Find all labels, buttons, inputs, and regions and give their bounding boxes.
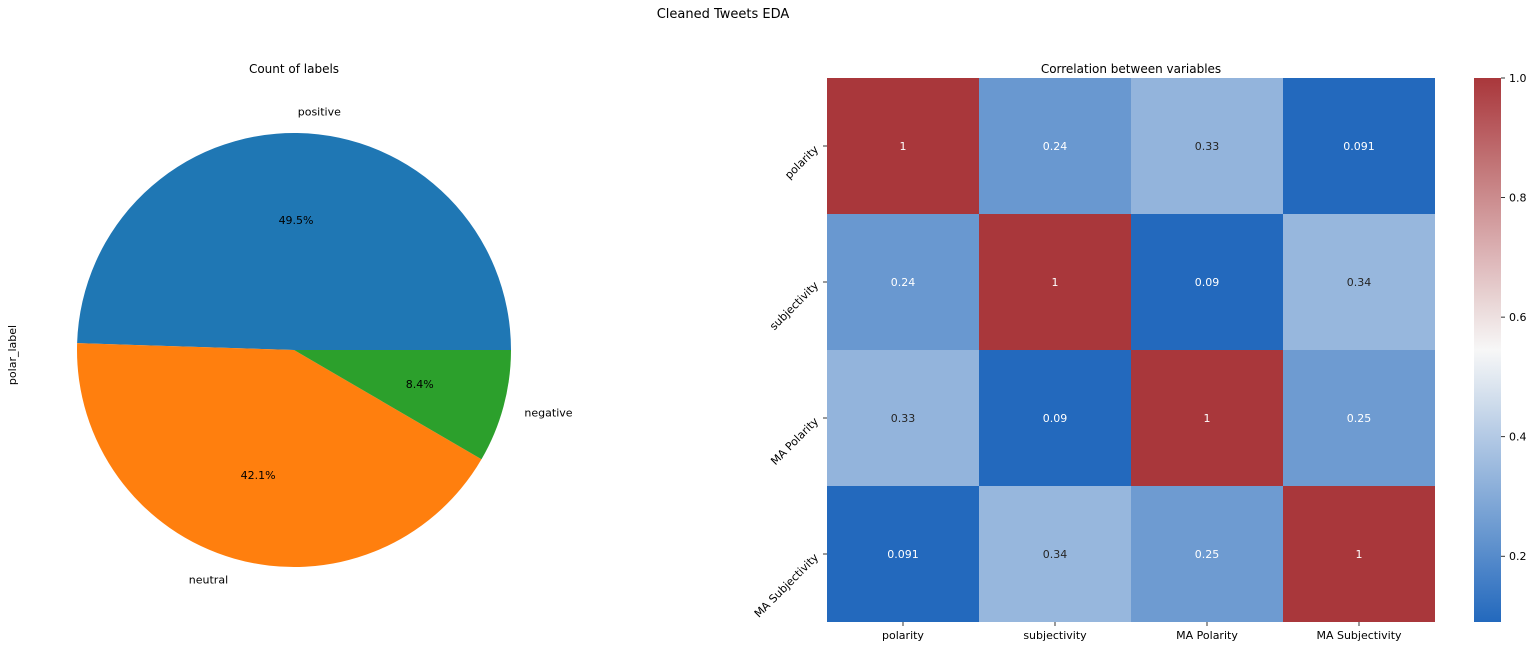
heatmap-xtick-ma-polarity: MA Polarity — [1176, 629, 1238, 642]
heatmap-annot-1-3: 0.34 — [1347, 276, 1372, 289]
pie-slice-neutral — [77, 343, 482, 567]
pie-ylabel: polar_label — [6, 325, 19, 385]
heatmap-cell-2-2 — [1131, 350, 1283, 486]
heatmap-ytick-ma-polarity: MA Polarity — [768, 415, 821, 468]
heatmap-cell-3-3 — [1283, 486, 1435, 622]
figure-suptitle: Cleaned Tweets EDA — [657, 7, 790, 22]
heatmap-annot-0-2: 0.33 — [1195, 140, 1220, 153]
heatmap-cell-0-0 — [827, 78, 979, 214]
heatmap-cell-1-2 — [1131, 214, 1283, 350]
heatmap-cell-1-3 — [1283, 214, 1435, 350]
heatmap-annot-2-0: 0.33 — [891, 412, 916, 425]
colorbar-tick-label: 0.2 — [1509, 550, 1527, 563]
colorbar-tick-label: 0.4 — [1509, 431, 1527, 444]
pie-label-positive: positive — [298, 105, 341, 118]
heatmap-cell-0-2 — [1131, 78, 1283, 214]
heatmap-chart: Correlation between variables 1 0.24 0.33 0… — [752, 62, 1527, 642]
heatmap-annot-3-1: 0.34 — [1043, 548, 1068, 561]
heatmap-ytick-ma-subjectivity: MA Subjectivity — [752, 551, 822, 621]
heatmap-annot-2-1: 0.09 — [1043, 412, 1068, 425]
heatmap-ytick-subjectivity: subjectivity — [767, 279, 821, 333]
heatmap-cell-2-0 — [827, 350, 979, 486]
heatmap-annot-1-1: 1 — [1052, 276, 1059, 289]
heatmap-cell-1-0 — [827, 214, 979, 350]
colorbar-tick-label: 0.8 — [1509, 192, 1527, 205]
pie-pct-negative: 8.4% — [406, 378, 434, 391]
heatmap-annot-0-3: 0.091 — [1343, 140, 1375, 153]
heatmap-annot-3-3: 1 — [1356, 548, 1363, 561]
pie-label-neutral: neutral — [189, 573, 228, 586]
colorbar-tick-label: 1.0 — [1509, 72, 1527, 85]
heatmap-cell-0-3 — [1283, 78, 1435, 214]
heatmap-annot-3-0: 0.091 — [887, 548, 919, 561]
colorbar — [1474, 78, 1501, 622]
pie-pct-positive: 49.5% — [279, 214, 314, 227]
heatmap-cell-2-1 — [979, 350, 1131, 486]
heatmap-ytick-polarity: polarity — [782, 143, 821, 182]
heatmap-title: Correlation between variables — [1041, 62, 1221, 76]
heatmap-cell-3-0 — [827, 486, 979, 622]
heatmap-annot-1-2: 0.09 — [1195, 276, 1220, 289]
heatmap-annot-3-2: 0.25 — [1195, 548, 1220, 561]
heatmap-cell-2-3 — [1283, 350, 1435, 486]
heatmap-annot-0-1: 0.24 — [1043, 140, 1068, 153]
heatmap-cell-3-2 — [1131, 486, 1283, 622]
pie-chart: Count of labels polar_label positive 49.5… — [6, 62, 573, 586]
heatmap-annot-0-0: 1 — [900, 140, 907, 153]
heatmap-xtick-ma-subjectivity: MA Subjectivity — [1316, 629, 1402, 642]
pie-label-negative: negative — [524, 406, 572, 419]
heatmap-annot-2-2: 1 — [1204, 412, 1211, 425]
heatmap-xtick-polarity: polarity — [882, 629, 924, 642]
heatmap-cell-0-1 — [979, 78, 1131, 214]
colorbar-tick-label: 0.6 — [1509, 311, 1527, 324]
pie-slice-negative — [294, 350, 511, 460]
heatmap-xtick-subjectivity: subjectivity — [1023, 629, 1087, 642]
heatmap-annot-2-3: 0.25 — [1347, 412, 1372, 425]
pie-title: Count of labels — [249, 62, 339, 76]
pie-pct-neutral: 42.1% — [241, 469, 276, 482]
heatmap-annot-1-0: 0.24 — [891, 276, 916, 289]
pie-slice-positive — [77, 133, 511, 350]
heatmap-cell-1-1 — [979, 214, 1131, 350]
heatmap-cell-3-1 — [979, 486, 1131, 622]
